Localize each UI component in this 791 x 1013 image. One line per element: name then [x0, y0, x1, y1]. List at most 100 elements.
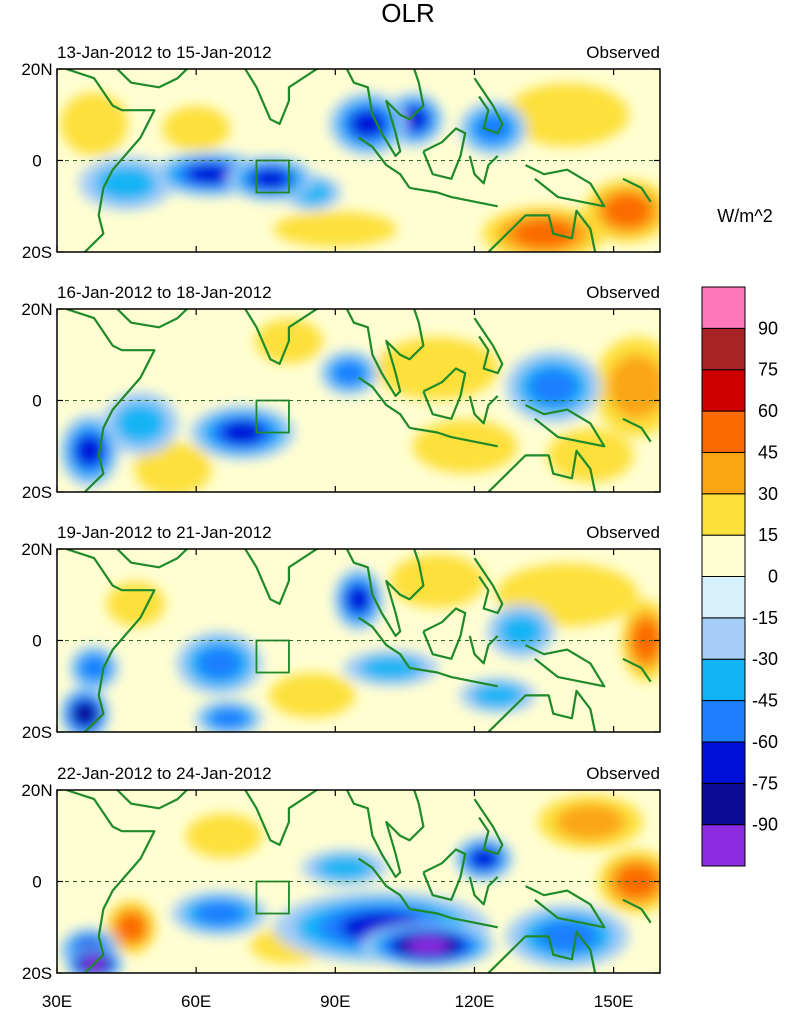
olr-field-panel-1: [57, 69, 660, 252]
colorbar-swatch: [701, 576, 746, 619]
coastline-panel-3: [65, 549, 652, 732]
olr-contour-fill: [106, 581, 166, 627]
coastline: [345, 549, 425, 637]
coastline: [116, 790, 189, 810]
colorbar-swatch: [701, 493, 746, 536]
panel-3: 19-Jan-2012 to 21-Jan-2012 Observed 20N 0…: [21, 523, 661, 742]
y-tick-label: 20S: [22, 964, 52, 983]
x-tick-label: 60E: [181, 992, 211, 1011]
colorbar-swatch: [701, 410, 746, 453]
coastline: [345, 790, 425, 878]
coastline: [525, 404, 606, 448]
x-axis-tick-labels: 30E 60E 90E 120E 150E: [42, 992, 634, 1011]
olr-field-panel-3: [57, 549, 660, 732]
coastline: [357, 616, 411, 669]
y-tick-label: 0: [32, 152, 41, 171]
coastline: [422, 367, 467, 420]
coastline: [244, 309, 320, 365]
coastline: [473, 77, 504, 135]
coastline-panel-1: [65, 69, 652, 252]
coastline: [487, 930, 597, 973]
olr-contour-fill: [194, 901, 244, 926]
coastline: [409, 907, 498, 929]
focus-box: [255, 399, 290, 434]
x-tick-label: 30E: [42, 992, 72, 1011]
focus-box: [255, 639, 290, 674]
coastline: [409, 426, 498, 448]
colorbar-level-label: 45: [758, 442, 778, 462]
y-tick-label: 20S: [22, 723, 52, 742]
coastline: [622, 417, 652, 443]
olr-contour-fill: [513, 219, 575, 248]
coastline: [622, 177, 652, 203]
olr-contour-fill: [359, 655, 423, 681]
colorbar-swatch: [701, 286, 746, 329]
olr-contour-fill: [528, 368, 578, 406]
olr-contour-fill: [79, 655, 109, 681]
coastline: [473, 798, 504, 856]
colorbar-level-label: 0: [768, 567, 778, 587]
colorbar-level-label: 90: [758, 318, 778, 338]
coastline: [468, 155, 499, 185]
olr-contour-fill: [273, 211, 397, 247]
coastline: [244, 790, 320, 846]
coastline: [468, 635, 499, 665]
panel-2-date-label: 16-Jan-2012 to 18-Jan-2012: [57, 283, 272, 302]
olr-contour-fill: [497, 613, 544, 650]
figure-title: OLR: [381, 0, 434, 28]
y-tick-label: 0: [32, 392, 41, 411]
panel-1-observed-label: Observed: [586, 43, 660, 62]
coastline-panel-2: [65, 309, 652, 492]
olr-contour-fill: [186, 163, 234, 185]
panel-4-date-label: 22-Jan-2012 to 24-Jan-2012: [57, 764, 272, 783]
olr-contour-fill: [346, 585, 371, 613]
colorbar-level-label: 30: [758, 484, 778, 504]
olr-contour-fill: [75, 435, 104, 466]
olr-contour-fill: [375, 337, 500, 400]
colorbar-swatch: [701, 451, 746, 495]
colorbar-level-label: -60: [752, 732, 778, 752]
coastline: [116, 69, 189, 89]
coastline: [357, 136, 411, 189]
colorbar-units-label: W/m^2: [717, 206, 772, 226]
olr-contour-fill: [547, 428, 634, 483]
olr-field-panel-4: [57, 790, 660, 973]
coastline: [244, 549, 320, 605]
colorbar-swatch: [701, 782, 746, 826]
coastline-panel-4: [65, 790, 652, 973]
olr-contour-fill: [210, 708, 247, 729]
coastline: [409, 186, 498, 208]
coastline: [622, 898, 652, 924]
panel-1-date-label: 13-Jan-2012 to 15-Jan-2012: [57, 43, 272, 62]
panel-3-observed-label: Observed: [586, 523, 660, 542]
colorbar-level-label: -90: [752, 815, 778, 835]
panel-2-observed-label: Observed: [586, 283, 660, 302]
colorbar-swatch: [701, 824, 746, 867]
x-tick-label: 150E: [594, 992, 634, 1011]
colorbar: -90 -75 -60 -45 -30 -15 0 15 30 45 60 75 90: [701, 286, 778, 867]
focus-box: [255, 159, 290, 194]
olr-contour-fill: [116, 913, 146, 942]
olr-contour-fill: [185, 813, 263, 859]
coastline: [525, 164, 606, 208]
colorbar-level-label: -75: [752, 773, 778, 793]
olr-contour-fill: [60, 92, 128, 156]
coastline: [65, 790, 156, 973]
y-tick-label: 20N: [21, 300, 52, 319]
olr-contour-fill: [412, 419, 518, 474]
y-tick-label: 20S: [22, 243, 52, 262]
coastline: [525, 885, 606, 929]
colorbar-level-label: 75: [758, 360, 778, 380]
colorbar-level-label: -45: [752, 691, 778, 711]
panel-1: 13-Jan-2012 to 15-Jan-2012 Observed 20N 0…: [21, 43, 661, 262]
panel-4: 22-Jan-2012 to 24-Jan-2012 Observed 20N 0…: [21, 764, 661, 983]
coastline: [65, 69, 156, 252]
olr-contour-fill: [269, 673, 356, 718]
y-tick-label: 20S: [22, 483, 52, 502]
y-tick-label: 20N: [21, 540, 52, 559]
olr-contour-fill: [162, 106, 230, 151]
olr-contour-fill: [555, 803, 625, 841]
colorbar-level-label: 15: [758, 525, 778, 545]
coastline: [244, 69, 320, 125]
coastline: [116, 549, 189, 569]
